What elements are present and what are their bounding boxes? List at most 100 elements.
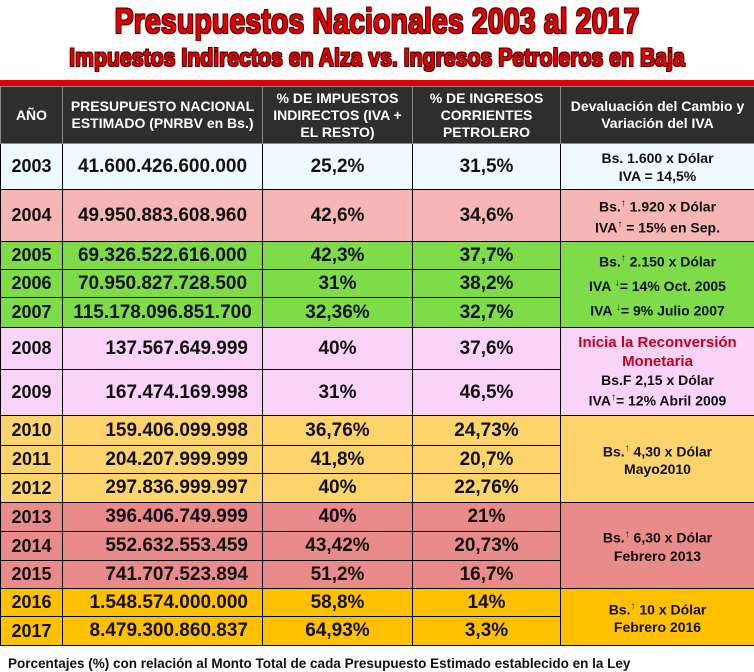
note-text: IVA — [595, 219, 618, 236]
year-cell: 2003 — [0, 143, 63, 190]
year-cell: 2007 — [0, 297, 63, 328]
indirect-tax-cell: 41,8% — [262, 445, 413, 474]
arrow-down-icon: ↓ — [614, 277, 620, 289]
note-text: Bs. — [598, 198, 621, 215]
indirect-tax-cell: 40% — [262, 473, 413, 503]
note-text: = 9% Julio 2007 — [620, 302, 725, 319]
note-text: IVA — [588, 392, 611, 409]
header-budget: PRESUPUESTO NACIONAL ESTIMADO (PNRBV en … — [62, 86, 263, 144]
indirect-tax-cell: 51,2% — [262, 560, 413, 589]
oil-income-cell: 22,76% — [412, 473, 561, 503]
oil-income-cell: 31,5% — [412, 143, 561, 190]
year-cell: 2010 — [0, 415, 63, 446]
note-text: IVA = 14,5% — [618, 167, 697, 184]
oil-income-cell: 32,7% — [412, 297, 561, 328]
budget-cell: 167.474.169.998 — [62, 369, 263, 416]
year-cell: 2004 — [0, 189, 63, 242]
arrow-down-icon: ↓ — [615, 301, 621, 313]
header-devaluation: Devaluación del Cambio y Variación del I… — [560, 86, 754, 144]
devaluation-cell: Bs.↑ 10 x Dólar Febrero 2016 — [560, 588, 754, 646]
table-row: 2017 8.479.300.860.837 64,93% 3,3% — [0, 616, 754, 646]
note-text: 1.920 x Dólar — [629, 198, 717, 215]
year-cell: 2015 — [0, 560, 63, 589]
table-row: 2016 1.548.574.000.000 58,8% 14% Bs.↑ 10 … — [0, 588, 754, 646]
budget-cell: 70.950.827.728.500 — [62, 269, 263, 298]
oil-income-cell: 21% — [412, 502, 561, 532]
arrow-up-icon: ↑ — [624, 529, 630, 541]
footnote: Porcentajes (%) con relación al Monto To… — [8, 656, 631, 671]
budget-cell: 1.548.574.000.000 — [62, 588, 263, 617]
devaluation-cell: Bs.↑ 2.150 x Dólar IVA ↓= 14% Oct. 2005 IV… — [560, 241, 754, 328]
reconversion-note: Inicia la Reconversión Monetaria — [578, 334, 737, 371]
budget-cell: 69.326.522.616.000 — [62, 241, 263, 270]
oil-income-cell: 20,7% — [412, 445, 561, 474]
indirect-tax-cell: 25,2% — [262, 143, 413, 190]
header-oil: % DE INGRESOS CORRIENTES PETROLERO — [412, 86, 561, 144]
header-year: AÑO — [0, 86, 63, 144]
oil-income-cell: 38,2% — [412, 269, 561, 298]
note-text: Febrero 2013 — [613, 547, 702, 564]
indirect-tax-cell: 32,36% — [262, 297, 413, 328]
year-cell: 2012 — [0, 473, 63, 503]
budget-cell: 8.479.300.860.837 — [62, 616, 263, 646]
budget-cell: 159.406.099.998 — [62, 415, 263, 446]
table-row: 2004 49.950.883.608.960 42,6% 34,6% Bs.↑ … — [0, 189, 754, 242]
note-text: 4,30 x Dólar — [633, 443, 713, 460]
indirect-tax-cell: 40% — [262, 327, 413, 370]
note-text: Bs. — [598, 253, 621, 270]
year-cell: 2014 — [0, 531, 63, 561]
note-text: Bs. — [602, 443, 625, 460]
indirect-tax-cell: 43,42% — [262, 531, 413, 561]
note-text: 6,30 x Dólar — [633, 529, 713, 546]
table-row: 2008 137.567.649.999 40% 37,6% Inicia la … — [0, 327, 754, 416]
year-cell: 2006 — [0, 269, 63, 298]
budget-cell: 297.836.999.997 — [62, 473, 263, 503]
note-text: = 12% Abril 2009 — [615, 392, 727, 409]
budget-cell: 741.707.523.894 — [62, 560, 263, 589]
indirect-tax-cell: 40% — [262, 502, 413, 532]
budget-cell: 41.600.426.600.000 — [62, 143, 263, 190]
budget-cell: 115.178.096.851.700 — [62, 297, 263, 328]
devaluation-cell: Bs.↑ 6,30 x Dólar Febrero 2013 — [560, 502, 754, 589]
arrow-up-icon: ↑ — [620, 197, 626, 209]
note-text: = 14% Oct. 2005 — [619, 277, 726, 294]
note-text: Febrero 2016 — [613, 619, 702, 636]
note-text: IVA — [590, 302, 612, 319]
table-row: 2003 41.600.426.600.000 25,2% 31,5% Bs. 1… — [0, 143, 754, 190]
note-text: Bs. — [602, 529, 625, 546]
table-row: 2005 69.326.522.616.000 42,3% 37,7% Bs.↑ … — [0, 241, 754, 328]
budget-cell: 396.406.749.999 — [62, 502, 263, 532]
budget-cell: 49.950.883.608.960 — [62, 189, 263, 242]
title-divider — [0, 80, 754, 86]
arrow-up-icon: ↑ — [630, 600, 636, 612]
year-cell: 2009 — [0, 369, 63, 416]
arrow-up-icon: ↑ — [624, 442, 630, 454]
note-text: 2.150 x Dólar — [629, 253, 717, 270]
oil-income-cell: 37,6% — [412, 327, 561, 370]
note-text: Bs. — [608, 601, 631, 618]
indirect-tax-cell: 42,6% — [262, 189, 413, 242]
budget-table: AÑO PRESUPUESTO NACIONAL ESTIMADO (PNRBV… — [0, 86, 754, 646]
note-text: 10 x Dólar — [639, 601, 707, 618]
year-cell: 2017 — [0, 616, 63, 646]
year-cell: 2016 — [0, 588, 63, 617]
devaluation-cell: Bs.↑ 1.920 x Dólar IVA↑ = 15% en Sep. — [560, 189, 754, 242]
arrow-up-icon: ↑ — [610, 392, 616, 404]
oil-income-cell: 16,7% — [412, 560, 561, 589]
arrow-up-icon: ↑ — [620, 252, 626, 264]
oil-income-cell: 34,6% — [412, 189, 561, 242]
indirect-tax-cell: 31% — [262, 269, 413, 298]
note-text: Mayo2010 — [624, 461, 691, 478]
oil-income-cell: 37,7% — [412, 241, 561, 270]
page-subtitle: Impuestos Indirectos en Alza vs. Ingreso… — [69, 44, 685, 72]
budget-cell: 552.632.553.459 — [62, 531, 263, 561]
note-text: Bs. 1.600 x Dólar — [601, 149, 714, 166]
oil-income-cell: 14% — [412, 588, 561, 617]
oil-income-cell: 3,3% — [412, 616, 561, 646]
note-text: IVA — [589, 277, 611, 294]
budget-cell: 204.207.999.999 — [62, 445, 263, 474]
header-row: AÑO PRESUPUESTO NACIONAL ESTIMADO (PNRBV… — [0, 86, 754, 144]
devaluation-cell: Bs. 1.600 x Dólar IVA = 14,5% — [560, 143, 754, 190]
page-title: Presupuestos Nacionales 2003 al 2017 — [114, 2, 640, 41]
oil-income-cell: 46,5% — [412, 369, 561, 416]
